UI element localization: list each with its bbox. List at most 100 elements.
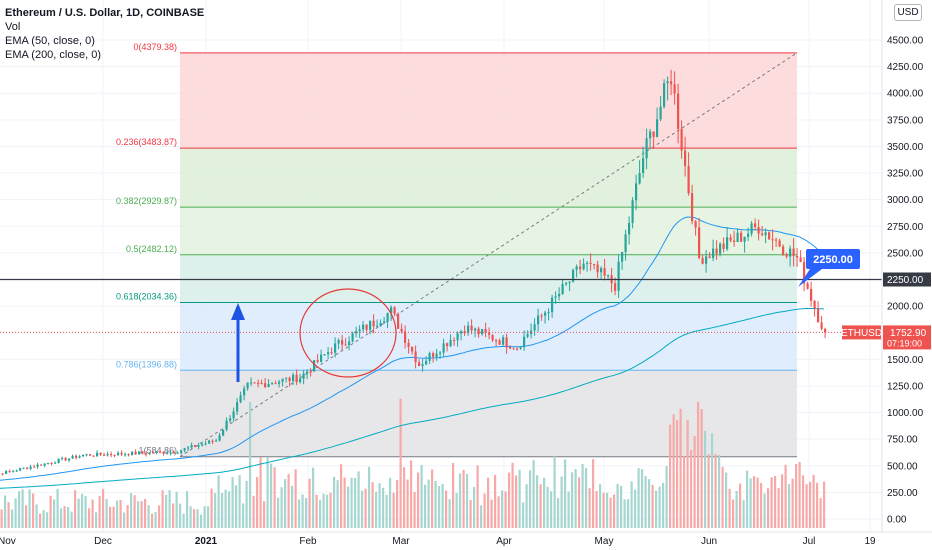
candle-body	[631, 200, 634, 223]
candle-body	[460, 331, 463, 334]
volume-bar	[672, 414, 675, 528]
volume-bar	[767, 488, 770, 528]
volume-bar	[410, 460, 413, 528]
candle-body	[733, 240, 736, 242]
candle-body	[701, 257, 704, 264]
volume-bar	[427, 479, 430, 528]
volume-bar	[658, 486, 661, 528]
volume-bar	[382, 487, 385, 528]
candle-body	[537, 315, 540, 325]
symbol-title[interactable]: Ethereum / U.S. Dollar, 1D, COINBASE	[5, 7, 205, 19]
fibonacci-retracement[interactable]: 0(4379.38) 0.236(3483.87) 0.382(2929.87) 0.…	[116, 42, 798, 458]
volume-bar	[231, 477, 234, 528]
volume-bar	[4, 495, 7, 528]
candlesticks	[0, 69, 827, 476]
candle-body	[180, 450, 183, 453]
volume-bar	[798, 461, 801, 528]
candle-body	[799, 257, 802, 262]
price-tick-label: 500.00	[887, 461, 918, 472]
volume-bar	[81, 493, 84, 528]
candle-body	[803, 261, 806, 284]
candle-body	[824, 328, 827, 333]
candle-body	[785, 254, 788, 257]
volume-bar	[350, 477, 353, 528]
time-tick-label: Apr	[496, 536, 512, 547]
volume-bar	[515, 475, 518, 528]
volume-bar	[508, 472, 511, 528]
candle-body	[309, 371, 312, 373]
candle-body	[29, 466, 32, 469]
hline-axis-label: 2250.00	[887, 275, 924, 286]
fib-zone	[180, 302, 797, 371]
candle-body	[264, 383, 267, 387]
volume-bar	[256, 477, 259, 528]
candle-body	[607, 275, 610, 277]
candle-body	[659, 106, 662, 120]
fib-level-label: 0.382(2929.87)	[116, 196, 177, 206]
volume-bar	[32, 493, 35, 528]
volume-bar	[518, 469, 521, 528]
candle-body	[131, 451, 134, 456]
candle-body	[33, 466, 36, 468]
volume-bar	[151, 513, 154, 528]
candle-body	[148, 452, 151, 454]
annotations[interactable]: 2250.00	[0, 249, 882, 382]
currency-button[interactable]: USD	[894, 4, 922, 21]
price-tick-label: 4000.00	[887, 89, 924, 100]
candle-body	[820, 322, 823, 329]
candle-body	[673, 84, 676, 94]
fib-zone	[180, 254, 797, 303]
volume-bar	[448, 499, 451, 528]
candle-body	[806, 283, 809, 289]
volume-bar	[655, 490, 658, 528]
volume-bar	[298, 499, 301, 528]
candle-body	[204, 443, 207, 445]
candle-body	[775, 239, 778, 241]
candle-body	[579, 266, 582, 270]
volume-bar	[574, 469, 577, 528]
volume-bar	[704, 430, 707, 528]
volume-bar	[308, 478, 311, 528]
candle-body	[57, 458, 60, 463]
candle-body	[722, 243, 725, 249]
candle-body	[232, 411, 235, 419]
candle-body	[652, 131, 655, 137]
candle-body	[712, 248, 715, 258]
candle-body	[565, 282, 568, 285]
volume-bar	[760, 483, 763, 528]
volume-bar	[88, 508, 91, 528]
volume-bar	[291, 485, 294, 528]
volume-bar	[147, 505, 150, 528]
candle-body	[50, 462, 53, 464]
volume-bar	[207, 506, 210, 528]
ema200-legend[interactable]: EMA (200, close, 0)	[5, 49, 101, 61]
ema-lines	[0, 216, 825, 489]
volume-bar	[137, 501, 140, 528]
volume-bar	[431, 469, 434, 528]
volume-bar	[459, 473, 462, 528]
volume-bar	[774, 476, 777, 528]
volume-bar	[315, 494, 318, 528]
volume-legend[interactable]: Vol	[5, 21, 21, 33]
candle-body	[243, 388, 246, 396]
candle-body	[316, 360, 319, 362]
candle-body	[141, 451, 144, 454]
volume-bar	[140, 501, 143, 528]
candle-body	[439, 352, 442, 354]
price-tick-label: 750.00	[887, 435, 918, 446]
candle-body	[327, 352, 330, 355]
time-tick-label: Feb	[299, 536, 317, 547]
ema50-legend[interactable]: EMA (50, close, 0)	[5, 35, 95, 47]
candle-body	[796, 256, 799, 258]
volume-bar	[217, 475, 220, 528]
volume-bar	[690, 449, 693, 528]
fib-level-label: 1(584.86)	[138, 446, 177, 456]
candle-body	[453, 339, 456, 341]
time-tick-label: Nov	[0, 536, 16, 547]
volume-bar	[130, 492, 133, 528]
volume-bar	[53, 499, 56, 528]
candle-body	[355, 331, 358, 334]
candle-body	[428, 353, 431, 361]
candle-body	[278, 381, 281, 384]
